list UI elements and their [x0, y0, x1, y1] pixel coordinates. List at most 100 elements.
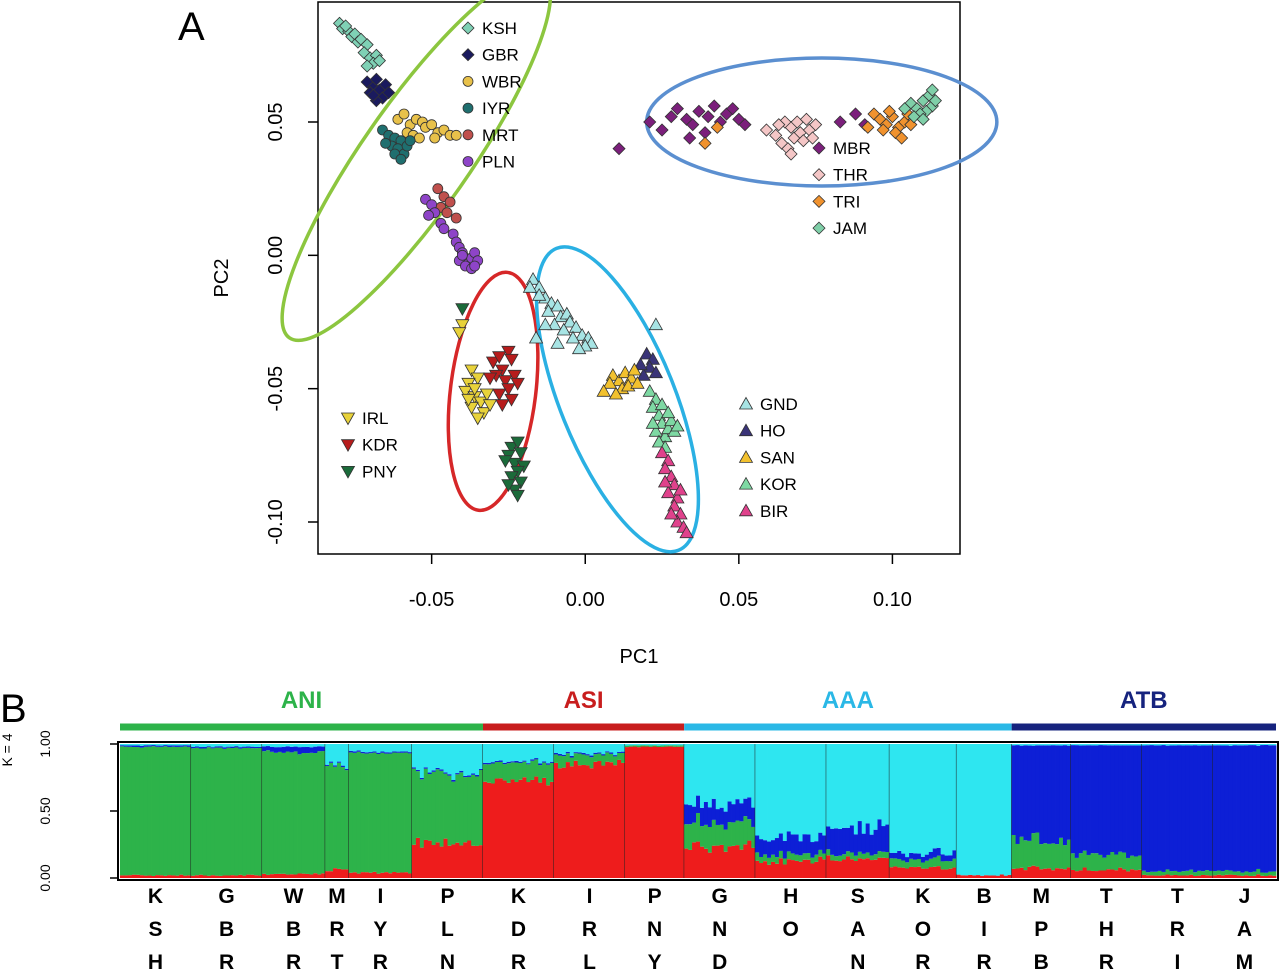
admixture-segment-ani: [672, 745, 677, 747]
admixture-segment-ani: [707, 826, 713, 853]
admixture-segment-ani: [656, 745, 661, 748]
admixture-segment-ani: [735, 820, 740, 846]
admixture-segment-ani: [1086, 854, 1091, 871]
admixture-segment-asi: [573, 760, 579, 878]
admixture-segment-ani: [258, 748, 263, 876]
population-labels: KSHGBRWBRMRTIYRPLNKDRIRLPNYGNDHOSANKORBI…: [148, 885, 1253, 972]
pca-point-kdr: [492, 351, 507, 364]
admixture-segment-ani: [621, 752, 626, 763]
pca-point-pny: [455, 303, 470, 316]
population-label-kdr: KDR: [511, 885, 526, 972]
pca-point-thr: [759, 123, 774, 137]
admixture-segment-asi: [147, 875, 152, 878]
population-label-char: R: [976, 951, 991, 972]
admixture-segment-asi: [183, 875, 188, 878]
admixture-segment-ani: [285, 751, 291, 875]
admixture-segment-atb: [486, 763, 492, 765]
admixture-segment-atb: [340, 765, 346, 768]
admixture-segment-atb: [167, 745, 172, 747]
legend-marker-pny: [340, 465, 356, 479]
admixture-segment-atb: [1185, 745, 1190, 871]
admixture-segment-asi: [333, 868, 338, 878]
pca-point-kor: [648, 424, 664, 437]
admixture-segment-ani: [1141, 870, 1147, 875]
pca-plot-frame: [317, 1, 961, 555]
admixture-segment-ani: [948, 861, 953, 869]
admixture-segment-aaa: [463, 744, 468, 776]
admixture-segment-atb: [1118, 745, 1123, 852]
admixture-segment-asi: [313, 873, 318, 878]
admixture-segment-asi: [857, 858, 863, 878]
admixture-segment-ani: [1015, 843, 1020, 869]
admixture-segment-aaa: [364, 744, 369, 753]
population-label-char: N: [440, 951, 455, 972]
admixture-segment-aaa: [715, 744, 721, 810]
admixture-segment-atb: [1165, 745, 1170, 870]
admixture-segment-asi: [151, 875, 156, 878]
admixture-segment-asi: [482, 781, 488, 878]
admixture-segment-atb: [404, 751, 409, 753]
admixture-segment-ani: [463, 777, 468, 843]
admixture-segment-asi: [431, 844, 437, 878]
admixture-segment-ani: [467, 776, 472, 841]
admixture-segment-asi: [652, 746, 657, 878]
admixture-segment-asi: [1193, 875, 1198, 878]
admixture-segment-asi: [849, 859, 855, 878]
admixture-segment-asi: [1137, 869, 1143, 878]
admixture-segment-atb: [258, 746, 263, 749]
admixture-segment-aaa: [1126, 744, 1131, 746]
pca-point-wbr: [398, 108, 410, 120]
admixture-y-tick-label: 1.00: [37, 730, 53, 757]
pca-point-irl: [455, 319, 470, 332]
admixture-segment-aaa: [404, 744, 409, 752]
admixture-segment-ani: [1031, 833, 1036, 866]
admixture-segment-asi: [317, 874, 322, 878]
admixture-segment-asi: [1153, 875, 1159, 878]
admixture-segment-atb: [802, 834, 807, 854]
population-label-char: P: [440, 885, 454, 908]
admixture-segment-atb: [285, 746, 291, 752]
admixture-segment-aaa: [751, 744, 756, 808]
admixture-segment-atb: [1055, 745, 1060, 845]
admixture-segment-atb: [1070, 745, 1076, 854]
admixture-segment-aaa: [692, 744, 697, 807]
admixture-segment-aaa: [577, 744, 583, 753]
admixture-segment-atb: [202, 747, 208, 749]
admixture-segment-asi: [1240, 875, 1245, 878]
admixture-segment-asi: [964, 875, 969, 878]
admixture-segment-asi: [916, 866, 922, 878]
admixture-segment-asi: [656, 747, 661, 878]
admixture-segment-aaa: [289, 744, 294, 747]
legend-label-kor: KOR: [760, 475, 797, 494]
pca-point-tri: [861, 120, 875, 134]
admixture-segment-asi: [842, 859, 847, 878]
admixture-segment-atb: [830, 828, 835, 855]
admixture-segment-asi: [1070, 869, 1076, 878]
admixture-segment-ani: [1244, 871, 1249, 876]
pca-point-irl: [464, 364, 479, 378]
admixture-segment-aaa: [865, 744, 871, 824]
admixture-segment-atb: [723, 811, 728, 830]
legend-label-gbr: GBR: [482, 46, 519, 65]
admixture-segment-asi: [936, 866, 942, 878]
legend-label-bir: BIR: [760, 502, 788, 521]
admixture-segment-atb: [321, 746, 326, 752]
admixture-segment-asi: [1110, 869, 1115, 878]
admixture-segment-aaa: [336, 744, 342, 762]
legend-marker-jam: [812, 221, 826, 235]
admixture-segment-atb: [490, 762, 496, 764]
admixture-segment-aaa: [475, 744, 480, 776]
admixture-segment-ani: [1256, 868, 1261, 875]
admixture-segment-atb: [277, 747, 283, 752]
population-label-char: S: [851, 885, 865, 908]
admixture-segment-ani: [309, 752, 314, 875]
pca-point-gnd: [565, 330, 581, 344]
admixture-segment-atb: [707, 807, 713, 827]
pca-point-gnd: [568, 320, 584, 333]
pca-point-iyr: [380, 137, 391, 149]
admixture-segment-asi: [475, 845, 480, 878]
admixture-segment-asi: [1244, 875, 1249, 878]
admixture-segment-atb: [411, 767, 417, 769]
admixture-segment-atb: [518, 761, 523, 763]
admixture-segment-aaa: [143, 744, 149, 746]
